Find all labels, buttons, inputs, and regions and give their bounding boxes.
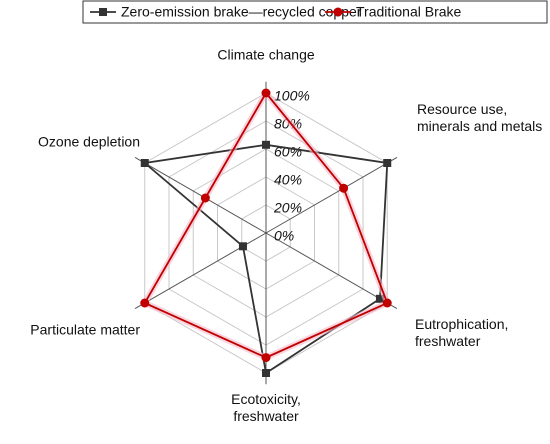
marker [262, 140, 270, 149]
marker [339, 183, 349, 193]
category-label: Ozone depletion [38, 133, 140, 150]
legend-label: Zero-emission brake—recycled copper [121, 4, 362, 20]
r-tick-label: 40% [274, 172, 302, 188]
category-label: Ecotoxicity, freshwater [231, 391, 301, 424]
marker [382, 298, 392, 308]
category-label: Eutrophication, freshwater [415, 316, 509, 349]
legend-marker [99, 8, 107, 16]
marker [140, 159, 149, 167]
category-label: Resource use, minerals and metals [417, 101, 543, 134]
marker [200, 193, 210, 203]
marker [238, 242, 247, 251]
marker [140, 298, 150, 308]
axis-spoke [134, 156, 267, 234]
legend-frame [82, 0, 548, 24]
axis-spoke [265, 232, 398, 310]
marker [383, 159, 392, 167]
r-tick-label: 100% [274, 88, 310, 104]
axis-spoke [265, 156, 398, 234]
legend-marker [333, 7, 343, 17]
marker [261, 353, 271, 363]
r-tick-label: 20% [273, 200, 302, 216]
marker [375, 294, 384, 303]
r-tick-label: 0% [274, 228, 294, 244]
category-label: Climate change [217, 46, 315, 63]
legend-label: Traditional Brake [356, 4, 462, 20]
marker [262, 369, 270, 377]
category-label: Particulate matter [30, 321, 140, 338]
marker [261, 88, 271, 98]
